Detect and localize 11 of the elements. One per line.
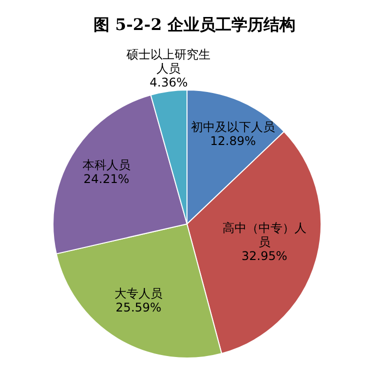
data-label: 24.21% [83,172,130,186]
slice-label: 初中及以下人员 [191,120,275,134]
slice-label: 本科人员 [82,158,130,172]
chart-title: 图 5-2-2 企业员工学历结构 [94,15,296,34]
slice-label: 高中（中专）人员 [222,220,306,249]
slice-label: 大专人员 [114,286,163,300]
data-label: 25.59% [116,300,162,314]
data-label: 4.36% [150,75,188,90]
data-label: 32.95% [242,248,288,263]
slice-label: 硕士以上研究生人员 [126,47,211,76]
data-label: 12.89% [210,134,256,148]
